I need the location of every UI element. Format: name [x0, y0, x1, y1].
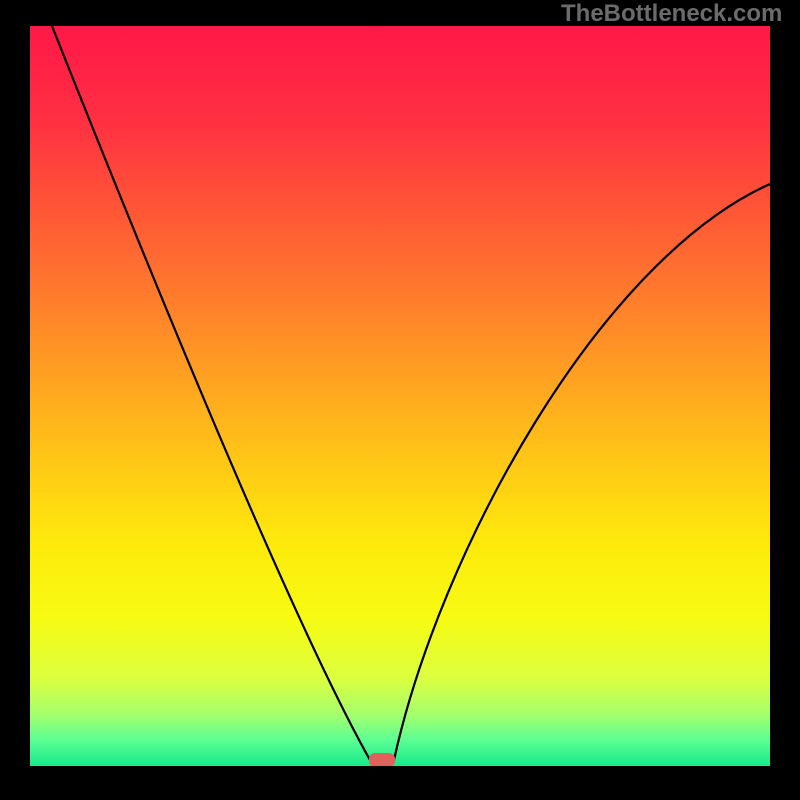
curve-left-branch	[52, 26, 370, 760]
watermark-text: TheBottleneck.com	[561, 0, 782, 28]
curve-right-branch	[394, 184, 770, 760]
bottleneck-curve	[30, 26, 770, 766]
optimum-marker	[369, 753, 395, 766]
chart-frame: TheBottleneck.com	[0, 0, 800, 800]
plot-area	[30, 26, 770, 766]
